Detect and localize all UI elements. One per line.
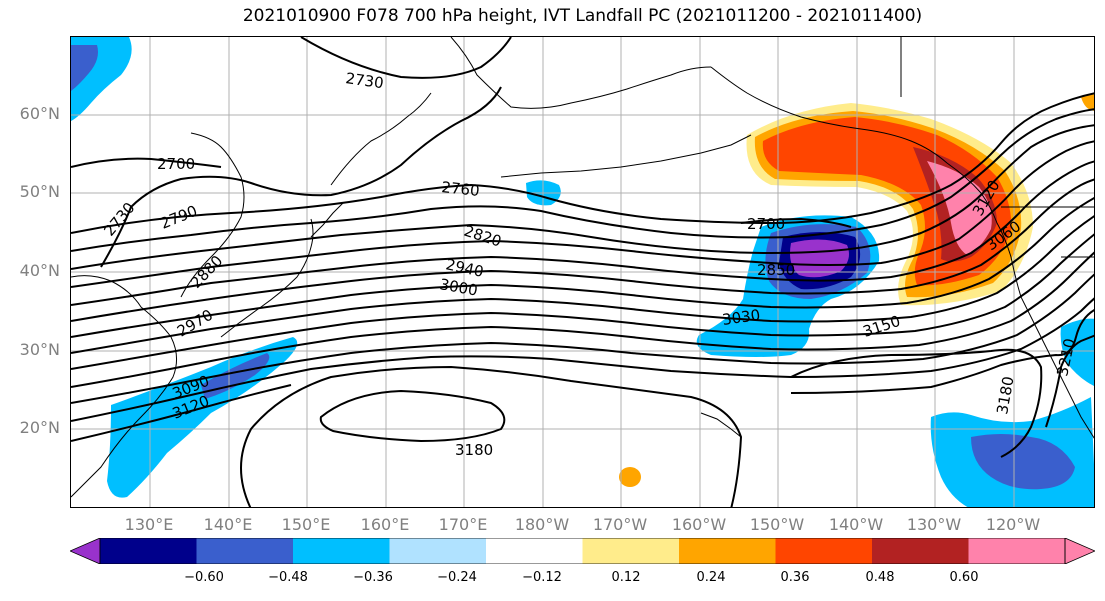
contour-3180-right — [790, 348, 1043, 458]
colorbar-cell — [872, 538, 969, 564]
shade-negative-west-band-core — [201, 353, 270, 399]
coast-japan — [220, 218, 314, 338]
lat-label-60n: 60°N — [19, 104, 60, 123]
contour-3060 — [71, 273, 1094, 404]
coast-hawaii — [700, 412, 742, 438]
contour-2940 — [71, 196, 1094, 338]
lat-label-50n: 50°N — [19, 182, 60, 201]
contour-label: 2790 — [158, 202, 200, 233]
lat-label-30n: 30°N — [19, 340, 60, 359]
lat-label-20n: 20°N — [19, 418, 60, 437]
colorbar-tick: −0.48 — [268, 570, 308, 585]
contour-label: 2700 — [157, 155, 195, 173]
contour-2730-top — [300, 37, 512, 79]
colorbar-cell — [775, 538, 873, 564]
colorbar-tick: −0.24 — [437, 570, 477, 585]
map-panel: 2730 2700 2760 2730 2790 2820 2700 2880 … — [70, 36, 1095, 508]
colorbar-tick: −0.60 — [184, 570, 224, 585]
colorbar-tick: 0.12 — [611, 570, 641, 585]
coast-na-west — [996, 222, 1094, 439]
colorbar-tick: −0.36 — [353, 570, 393, 585]
contour-3180-inner — [319, 389, 506, 443]
colorbar-tick: 0.60 — [949, 570, 979, 585]
colorbar-tick: 0.48 — [865, 570, 895, 585]
map-canvas: 2730 2700 2760 2730 2790 2820 2700 2880 … — [71, 37, 1094, 507]
height-contours — [71, 37, 1094, 507]
contour-3150 — [790, 309, 1094, 394]
coast-siberia — [450, 37, 712, 109]
shade-positive-pink — [927, 161, 992, 255]
colorbar-cell — [100, 538, 197, 564]
shade-negative-lower-right-core — [971, 434, 1075, 490]
contour-label: 3030 — [721, 306, 761, 329]
lon-label-170e: 170°E — [438, 515, 488, 534]
colorbar-cell — [679, 538, 776, 564]
lon-label-160e: 160°E — [360, 515, 410, 534]
lat-label-40n: 40°N — [19, 261, 60, 280]
contour-2760 — [71, 92, 1094, 234]
map-title: 2021010900 F078 700 hPa height, IVT Land… — [242, 6, 923, 26]
contour-2910 — [71, 178, 1094, 322]
contour-2970 — [71, 215, 1094, 354]
lon-label-170w: 170°W — [592, 515, 648, 534]
contour-label: 3150 — [861, 312, 903, 341]
lon-label-130w: 130°W — [906, 515, 962, 534]
colorbar-cell — [389, 538, 487, 564]
contour-2790 — [71, 108, 1094, 252]
contour-label: 2850 — [757, 261, 795, 279]
contour-3210 — [1045, 334, 1094, 428]
contour-3180-left — [240, 365, 743, 507]
coast-aleutians — [500, 134, 752, 178]
contour-3000 — [71, 233, 1094, 370]
colorbar-tick: 0.36 — [780, 570, 810, 585]
coast-asia — [71, 275, 177, 498]
lon-label-160w: 160°W — [671, 515, 727, 534]
shade-negative-central-core — [790, 239, 849, 278]
contour-label: 3180 — [455, 441, 493, 459]
contour-2700-pacific — [740, 217, 852, 228]
contour-2880 — [71, 160, 1094, 306]
lon-label-120w: 120°W — [985, 515, 1041, 534]
colorbar-extend-min — [68, 537, 101, 565]
shade-negative-lower-right-fringe — [1060, 318, 1094, 386]
contour-label: 2970 — [174, 306, 216, 341]
colorbar — [68, 537, 1097, 565]
colorbar-svg — [68, 537, 1097, 565]
contour-2700-left — [71, 157, 222, 168]
coast-kurils — [310, 202, 344, 238]
shade-negative-west-band — [107, 337, 298, 498]
contour-3030 — [71, 251, 1094, 388]
contour-label: 2700 — [747, 215, 785, 233]
colorbar-tick: 0.24 — [696, 570, 726, 585]
lon-label-130e: 130°E — [124, 515, 174, 534]
coast-kamchatka — [330, 92, 432, 186]
contour-2850 — [71, 140, 1094, 288]
shade-positive-topright — [1081, 94, 1094, 111]
shade-negative-topleft-core — [71, 45, 98, 91]
shading-layer — [71, 37, 1094, 507]
lon-label-140w: 140°W — [828, 515, 884, 534]
colorbar-cell — [968, 538, 1066, 564]
colorbar-cell — [486, 538, 583, 564]
colorbar-extend-max — [1064, 537, 1097, 565]
contour-label: 2730 — [344, 69, 384, 92]
lon-label-150e: 150°E — [281, 515, 331, 534]
contour-label: 2760 — [441, 178, 481, 200]
lon-label-180w: 180°W — [514, 515, 570, 534]
coast-alaska — [710, 66, 998, 224]
lon-label-140e: 140°E — [203, 515, 253, 534]
contour-2820 — [71, 124, 1094, 270]
colorbar-cell — [293, 538, 390, 564]
contour-3090 — [71, 297, 1094, 422]
colorbar-tick: −0.12 — [522, 570, 562, 585]
shade-positive-small — [619, 467, 641, 487]
colorbar-cell — [196, 538, 294, 564]
colorbar-cell — [582, 538, 680, 564]
coast-korea-china — [180, 132, 245, 298]
contour-3120 — [71, 384, 292, 442]
lon-label-150w: 150°W — [749, 515, 805, 534]
contour-2730-left — [100, 86, 502, 268]
